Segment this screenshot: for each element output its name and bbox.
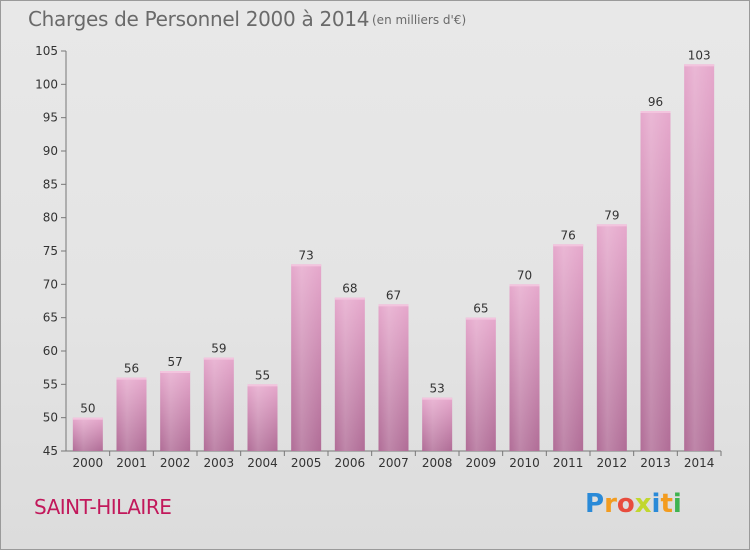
bar-shine-2004 bbox=[247, 384, 278, 451]
data-label-2006: 68 bbox=[342, 282, 357, 296]
data-label-2005: 73 bbox=[299, 248, 314, 262]
bar-shine-2002 bbox=[160, 371, 191, 451]
bar-top-edge-2000 bbox=[72, 417, 103, 420]
data-label-2013: 96 bbox=[648, 95, 663, 109]
chart-title: Charges de Personnel 2000 à 2014 bbox=[28, 7, 370, 31]
x-tick-label: 2005 bbox=[291, 456, 322, 470]
y-tick-label: 80 bbox=[43, 211, 58, 225]
y-tick-label: 85 bbox=[43, 177, 58, 191]
logo-letter: o bbox=[616, 489, 635, 519]
data-label-2004: 55 bbox=[255, 368, 270, 382]
data-label-2001: 56 bbox=[124, 362, 139, 376]
y-tick-label: 95 bbox=[43, 111, 58, 125]
bar-top-edge-2007 bbox=[378, 304, 409, 307]
bar-top-edge-2011 bbox=[553, 244, 584, 247]
x-tick-label: 2012 bbox=[597, 456, 628, 470]
data-label-2008: 53 bbox=[430, 382, 445, 396]
y-tick-label: 105 bbox=[35, 44, 58, 58]
bar-shine-2011 bbox=[553, 244, 584, 451]
y-tick-label: 65 bbox=[43, 311, 58, 325]
data-label-2002: 57 bbox=[168, 355, 183, 369]
bar-shine-2000 bbox=[72, 417, 103, 451]
x-tick-label: 2011 bbox=[553, 456, 584, 470]
y-tick-label: 50 bbox=[43, 411, 58, 425]
bar-top-edge-2010 bbox=[509, 284, 540, 287]
bar-shine-2001 bbox=[116, 377, 147, 451]
y-tick-label: 55 bbox=[43, 377, 58, 391]
data-label-2003: 59 bbox=[211, 342, 226, 356]
bar-top-edge-2013 bbox=[640, 111, 671, 113]
x-tick-label: 2003 bbox=[204, 456, 235, 470]
x-tick-label: 2010 bbox=[509, 456, 540, 470]
data-label-2012: 79 bbox=[604, 208, 619, 222]
x-tick-label: 2000 bbox=[73, 456, 104, 470]
y-tick-label: 60 bbox=[43, 344, 58, 358]
x-tick-label: 2008 bbox=[422, 456, 453, 470]
bar-shine-2006 bbox=[334, 297, 365, 451]
bar-top-edge-2002 bbox=[160, 371, 191, 373]
x-tick-label: 2006 bbox=[335, 456, 366, 470]
bar-shine-2007 bbox=[378, 304, 409, 451]
y-tick-label: 90 bbox=[43, 144, 58, 158]
y-tick-label: 100 bbox=[35, 77, 58, 91]
bar-shine-2012 bbox=[596, 224, 627, 451]
bar-shine-2010 bbox=[509, 284, 540, 451]
x-tick-label: 2013 bbox=[640, 456, 671, 470]
data-label-2009: 65 bbox=[473, 302, 488, 316]
x-tick-label: 2009 bbox=[466, 456, 497, 470]
x-tick-label: 2007 bbox=[378, 456, 409, 470]
x-tick-label: 2001 bbox=[116, 456, 147, 470]
y-tick-label: 45 bbox=[43, 444, 58, 458]
bar-shine-2003 bbox=[203, 357, 234, 451]
x-tick-label: 2002 bbox=[160, 456, 191, 470]
data-label-2010: 70 bbox=[517, 268, 532, 282]
data-label-2000: 50 bbox=[80, 402, 95, 416]
bar-top-edge-2004 bbox=[247, 384, 278, 387]
bar-top-edge-2003 bbox=[203, 357, 234, 360]
x-tick-label: 2014 bbox=[684, 456, 715, 470]
bar-top-edge-2008 bbox=[422, 397, 453, 400]
bar-shine-2008 bbox=[422, 397, 453, 451]
proxiti-logo[interactable]: Proxiti bbox=[585, 489, 682, 519]
y-tick-label: 70 bbox=[43, 277, 58, 291]
logo-letter: r bbox=[604, 489, 617, 519]
logo-letter: P bbox=[585, 489, 605, 519]
chart-subtitle: (en milliers d'€) bbox=[372, 13, 467, 27]
logo-letter: x bbox=[634, 489, 652, 519]
bar-top-edge-2012 bbox=[596, 224, 627, 227]
bar-shine-2009 bbox=[465, 317, 496, 451]
data-label-2007: 67 bbox=[386, 288, 401, 302]
bar-top-edge-2001 bbox=[116, 377, 147, 380]
bar-shine-2005 bbox=[291, 264, 322, 451]
logo-letter: i bbox=[651, 489, 661, 519]
y-tick-label: 75 bbox=[43, 244, 58, 258]
bar-shine-2014 bbox=[684, 64, 715, 452]
logo-letter: i bbox=[672, 489, 682, 519]
x-tick-label: 2004 bbox=[247, 456, 278, 470]
bar-top-edge-2005 bbox=[291, 264, 322, 267]
bar-top-edge-2006 bbox=[334, 297, 365, 300]
commune-name: SAINT-HILAIRE bbox=[34, 495, 172, 519]
logo-letter: t bbox=[660, 489, 673, 519]
data-label-2014: 103 bbox=[688, 48, 711, 62]
bar-top-edge-2014 bbox=[684, 64, 715, 67]
bar-top-edge-2009 bbox=[465, 317, 496, 320]
bar-shine-2013 bbox=[640, 111, 671, 451]
data-label-2011: 76 bbox=[561, 228, 576, 242]
